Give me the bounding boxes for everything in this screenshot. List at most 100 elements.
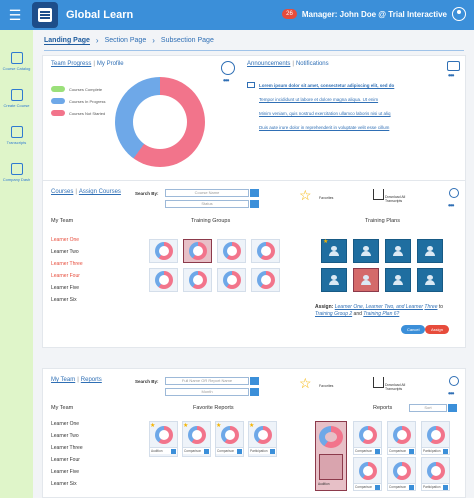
- tab-announcements[interactable]: Announcements: [247, 61, 291, 67]
- more-options-icon[interactable]: •••: [448, 389, 454, 398]
- report-tile[interactable]: Comparison: [353, 457, 382, 491]
- tab-my-profile[interactable]: My Profile: [96, 61, 124, 67]
- training-group-tile[interactable]: [183, 268, 212, 292]
- tab-assign-courses[interactable]: Assign Courses: [78, 189, 121, 195]
- list-item[interactable]: Learner Six: [51, 481, 77, 487]
- chevron-down-icon[interactable]: [448, 404, 457, 412]
- list-item[interactable]: Duis aute irure dolor in reprehenderit i…: [247, 124, 445, 130]
- list-item[interactable]: Learner One: [51, 421, 80, 427]
- cancel-button[interactable]: Cancel: [401, 325, 426, 334]
- training-group-tile[interactable]: [251, 268, 280, 292]
- list-item[interactable]: Learner Three: [51, 261, 83, 267]
- month-select[interactable]: Month: [165, 388, 249, 396]
- list-item[interactable]: Learner Two: [51, 433, 79, 439]
- announcement-link[interactable]: Tempor incididunt ut labore et dolore ma…: [259, 96, 379, 102]
- notification-badge[interactable]: 26: [282, 9, 297, 19]
- tab-courses[interactable]: Courses: [51, 189, 74, 195]
- chevron-down-icon[interactable]: [443, 448, 448, 454]
- tab-team-progress[interactable]: Team Progress: [51, 61, 92, 67]
- list-item[interactable]: Learner Five: [51, 285, 80, 291]
- chevron-down-icon[interactable]: [204, 448, 209, 454]
- assign-group-link[interactable]: Training Group 2: [315, 311, 353, 317]
- chevron-down-icon[interactable]: [443, 484, 448, 490]
- search-icon[interactable]: [250, 377, 259, 385]
- breadcrumb-landing-page[interactable]: Landing Page: [44, 36, 90, 45]
- list-item[interactable]: Learner Two: [51, 249, 79, 255]
- chevron-down-icon[interactable]: [409, 484, 414, 490]
- sort-select[interactable]: Sort: [409, 404, 447, 412]
- more-options-icon[interactable]: •••: [448, 201, 454, 210]
- sidebar-item-course-catalog[interactable]: Course Catalog: [0, 52, 33, 71]
- favorite-report-tile[interactable]: ★ Comparison: [215, 421, 244, 457]
- chevron-down-icon[interactable]: [171, 448, 176, 454]
- more-options-icon[interactable]: •••: [448, 71, 454, 80]
- report-tile[interactable]: Participation: [421, 421, 450, 455]
- user-settings-icon[interactable]: [449, 376, 459, 386]
- list-item[interactable]: Tempor incididunt ut labore et dolore ma…: [247, 96, 445, 102]
- training-group-tile[interactable]: [149, 268, 178, 292]
- chevron-down-icon[interactable]: [250, 200, 259, 208]
- chevron-down-icon[interactable]: [237, 448, 242, 454]
- tab-my-team[interactable]: My Team: [51, 377, 76, 383]
- training-plan-tile[interactable]: ★: [321, 239, 347, 263]
- user-avatar-icon[interactable]: [452, 7, 466, 21]
- announcement-link[interactable]: Lorem ipsum dolor sit amet, consectetur …: [259, 82, 395, 88]
- training-group-tile[interactable]: [217, 268, 246, 292]
- list-item[interactable]: Minim veniam, quis nostrud exercitation …: [247, 110, 445, 116]
- training-plan-tile[interactable]: [353, 239, 379, 263]
- assign-plan-link[interactable]: Training Plan 6?: [363, 311, 400, 317]
- chevron-down-icon[interactable]: [375, 484, 380, 490]
- star-icon[interactable]: ☆: [299, 375, 312, 391]
- list-item[interactable]: Learner Four: [51, 457, 80, 463]
- report-tile[interactable]: Comparison: [387, 457, 416, 491]
- breadcrumb-section-page[interactable]: Section Page: [104, 37, 147, 44]
- clock-icon[interactable]: [221, 61, 235, 75]
- user-settings-icon[interactable]: [449, 188, 459, 198]
- search-icon[interactable]: [250, 189, 259, 197]
- training-plan-tile[interactable]: [385, 268, 411, 292]
- training-plan-tile[interactable]: [417, 268, 443, 292]
- training-plan-tile[interactable]: [321, 268, 347, 292]
- announcement-link[interactable]: Duis aute irure dolor in reprehenderit i…: [259, 124, 390, 130]
- report-tile[interactable]: Comparison: [387, 421, 416, 455]
- training-group-tile[interactable]: [217, 239, 246, 263]
- assign-learners-link[interactable]: Three: [424, 304, 438, 310]
- sidebar-item-create-course[interactable]: Create Course: [0, 89, 33, 108]
- calendar-report-tile[interactable]: Audition: [315, 421, 347, 491]
- star-icon[interactable]: ☆: [299, 187, 312, 203]
- training-group-tile[interactable]: [149, 239, 178, 263]
- breadcrumb-subsection-page[interactable]: Subsection Page: [160, 37, 214, 44]
- training-group-tile[interactable]: [183, 239, 212, 263]
- chevron-down-icon[interactable]: [409, 448, 414, 454]
- report-search-input[interactable]: Full Name OR Report Name: [165, 377, 249, 385]
- training-group-tile[interactable]: [251, 239, 280, 263]
- hamburger-menu-icon[interactable]: ☰: [8, 6, 22, 23]
- report-tile[interactable]: Comparison: [353, 421, 382, 455]
- list-item[interactable]: Learner Three: [51, 445, 83, 451]
- chat-icon[interactable]: [447, 61, 460, 71]
- announcement-link[interactable]: Minim veniam, quis nostrud exercitation …: [259, 110, 391, 116]
- favorite-report-tile[interactable]: ★ Audition: [149, 421, 178, 457]
- favorite-report-tile[interactable]: ★ Comparison: [182, 421, 211, 457]
- assign-button[interactable]: Assign: [425, 325, 450, 334]
- list-item[interactable]: Learner Five: [51, 469, 80, 475]
- tab-notifications[interactable]: Notifications: [295, 61, 329, 67]
- report-tile[interactable]: Participation: [421, 457, 450, 491]
- favorite-report-tile[interactable]: ★ Participation: [248, 421, 277, 457]
- download-icon[interactable]: [373, 189, 384, 200]
- chevron-down-icon[interactable]: [375, 448, 380, 454]
- list-item[interactable]: Lorem ipsum dolor sit amet, consectetur …: [247, 82, 445, 88]
- course-search-input[interactable]: Course Name: [165, 189, 249, 197]
- training-plan-tile[interactable]: [385, 239, 411, 263]
- assign-learners-link[interactable]: Learner One, Learner Two, and Learner: [334, 304, 424, 310]
- training-plan-tile[interactable]: [353, 268, 379, 292]
- download-icon[interactable]: [373, 377, 384, 388]
- sidebar-item-transcripts[interactable]: Transcripts: [0, 126, 33, 145]
- chevron-down-icon[interactable]: [250, 388, 259, 396]
- list-item[interactable]: Learner One: [51, 237, 80, 243]
- sidebar-item-company-dash[interactable]: Company Dash: [0, 163, 33, 182]
- chevron-down-icon[interactable]: [270, 448, 275, 454]
- training-plan-tile[interactable]: [417, 239, 443, 263]
- tab-reports[interactable]: Reports: [80, 377, 102, 383]
- list-item[interactable]: Learner Six: [51, 297, 77, 303]
